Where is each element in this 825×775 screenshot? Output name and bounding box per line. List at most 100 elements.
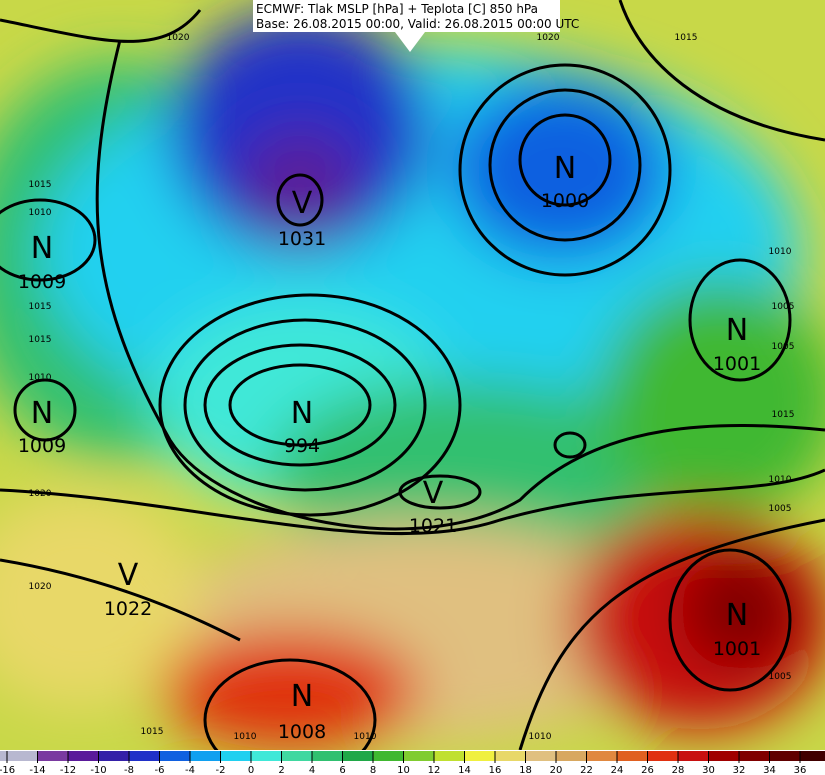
colorbar-tick-label: 0 xyxy=(248,765,254,775)
colorbar-tick-label: 16 xyxy=(489,765,502,775)
center-symbol: V xyxy=(292,186,313,221)
center-pressure: 1021 xyxy=(409,515,457,537)
colorbar-tick-label: 4 xyxy=(309,765,315,775)
center-symbol: N xyxy=(291,396,313,431)
colorbar-tick-label: -14 xyxy=(29,765,45,775)
color-swatch xyxy=(98,751,129,761)
center-symbol: N xyxy=(554,151,576,186)
isobar-label: 1020 xyxy=(167,33,190,43)
center-pressure: 1008 xyxy=(278,721,326,743)
center-symbol: V xyxy=(118,558,139,593)
center-pressure: 1022 xyxy=(104,598,152,620)
color-swatch xyxy=(647,751,678,761)
color-swatch xyxy=(464,751,495,761)
colorbar-tick-label: -6 xyxy=(155,765,165,775)
isobar-label: 1005 xyxy=(769,672,792,682)
color-swatch xyxy=(220,751,251,761)
isobar-label: 1010 xyxy=(29,373,52,383)
isobar-label: 1020 xyxy=(537,33,560,43)
colorbar-tick-label: 18 xyxy=(519,765,532,775)
color-swatch xyxy=(129,751,160,761)
center-pressure: 1009 xyxy=(18,271,66,293)
center-symbol: V xyxy=(423,476,444,511)
color-swatch xyxy=(37,751,68,761)
colorbar-tick-label: 28 xyxy=(672,765,685,775)
colorbar-tick-label: 22 xyxy=(580,765,593,775)
color-swatch xyxy=(617,751,648,761)
colorbar-tick-label: 30 xyxy=(702,765,715,775)
color-swatch xyxy=(403,751,434,761)
color-swatch xyxy=(678,751,709,761)
color-swatch xyxy=(769,751,800,761)
center-pressure: 1031 xyxy=(278,228,326,250)
isobar-label: 1010 xyxy=(769,475,792,485)
color-swatch xyxy=(312,751,343,761)
colorbar-tick-label: -2 xyxy=(216,765,226,775)
color-swatch xyxy=(525,751,556,761)
header: ECMWF: Tlak MSLP [hPa] + Teplota [C] 850… xyxy=(253,0,579,52)
color-swatch xyxy=(342,751,373,761)
color-swatch xyxy=(586,751,617,761)
colorbar-tick-label: -10 xyxy=(90,765,106,775)
isobar-label: 1015 xyxy=(29,180,52,190)
colorbar-tick-label: 2 xyxy=(278,765,284,775)
color-swatch xyxy=(190,751,221,761)
color-swatch xyxy=(800,751,825,761)
colorbar-tick-label: -8 xyxy=(124,765,134,775)
isobar-label: 1010 xyxy=(529,732,552,742)
color-swatch xyxy=(281,751,312,761)
colorbar-tick-label: 10 xyxy=(397,765,410,775)
temperature-field xyxy=(0,0,825,750)
isobar-label: 1005 xyxy=(772,302,795,312)
center-pressure: 1001 xyxy=(713,353,761,375)
isobar-label: 1005 xyxy=(772,342,795,352)
center-pressure: 1009 xyxy=(18,435,66,457)
isobar-label: 1010 xyxy=(769,247,792,257)
color-swatch xyxy=(68,751,99,761)
colorbar-tick-label: 24 xyxy=(611,765,624,775)
colorbar-tick-label: -4 xyxy=(185,765,195,775)
center-symbol: N xyxy=(31,231,53,266)
colorbar-tick-label: 8 xyxy=(370,765,376,775)
center-pressure: 994 xyxy=(284,435,320,457)
isobar-label: 1010 xyxy=(234,732,257,742)
color-swatch xyxy=(495,751,526,761)
center-pressure: 1001 xyxy=(713,638,761,660)
isobar-label: 1015 xyxy=(772,410,795,420)
header-title: ECMWF: Tlak MSLP [hPa] + Teplota [C] 850… xyxy=(256,2,538,16)
colorbar-tick-label: 32 xyxy=(733,765,746,775)
color-swatch xyxy=(251,751,282,761)
isobar-label: 1015 xyxy=(29,302,52,312)
colorbar-tick-label: 14 xyxy=(458,765,471,775)
center-symbol: N xyxy=(726,598,748,633)
isobar-label: 1015 xyxy=(141,727,164,737)
isobar-label: 1020 xyxy=(29,582,52,592)
colorbar-tick-label: -16 xyxy=(0,765,15,775)
colorbar-tick-label: 34 xyxy=(763,765,776,775)
isobar-label: 1010 xyxy=(29,208,52,218)
center-symbol: N xyxy=(31,396,53,431)
isobar-label: 1005 xyxy=(769,504,792,514)
center-symbol: N xyxy=(291,679,313,714)
colorbar-tick-label: 20 xyxy=(550,765,563,775)
colorbar-tick-label: 12 xyxy=(428,765,441,775)
isobar-label: 1015 xyxy=(675,33,698,43)
color-swatch xyxy=(708,751,739,761)
color-swatch xyxy=(373,751,404,761)
color-swatch xyxy=(556,751,587,761)
colorbar-tick-label: 36 xyxy=(794,765,807,775)
colorbar-tick-label: 6 xyxy=(339,765,345,775)
isobar-label: 1020 xyxy=(29,489,52,499)
colorbar-tick-label: 26 xyxy=(641,765,654,775)
center-pressure: 1000 xyxy=(541,190,589,212)
center-symbol: N xyxy=(726,313,748,348)
isobar-label: 1010 xyxy=(354,732,377,742)
color-swatch xyxy=(434,751,465,761)
color-swatch xyxy=(739,751,770,761)
isobar-label: 1015 xyxy=(29,335,52,345)
colorbar-tick-label: -12 xyxy=(60,765,76,775)
color-swatch xyxy=(0,751,38,761)
header-subtitle: Base: 26.08.2015 00:00, Valid: 26.08.201… xyxy=(256,17,579,31)
color-swatch xyxy=(159,751,190,761)
